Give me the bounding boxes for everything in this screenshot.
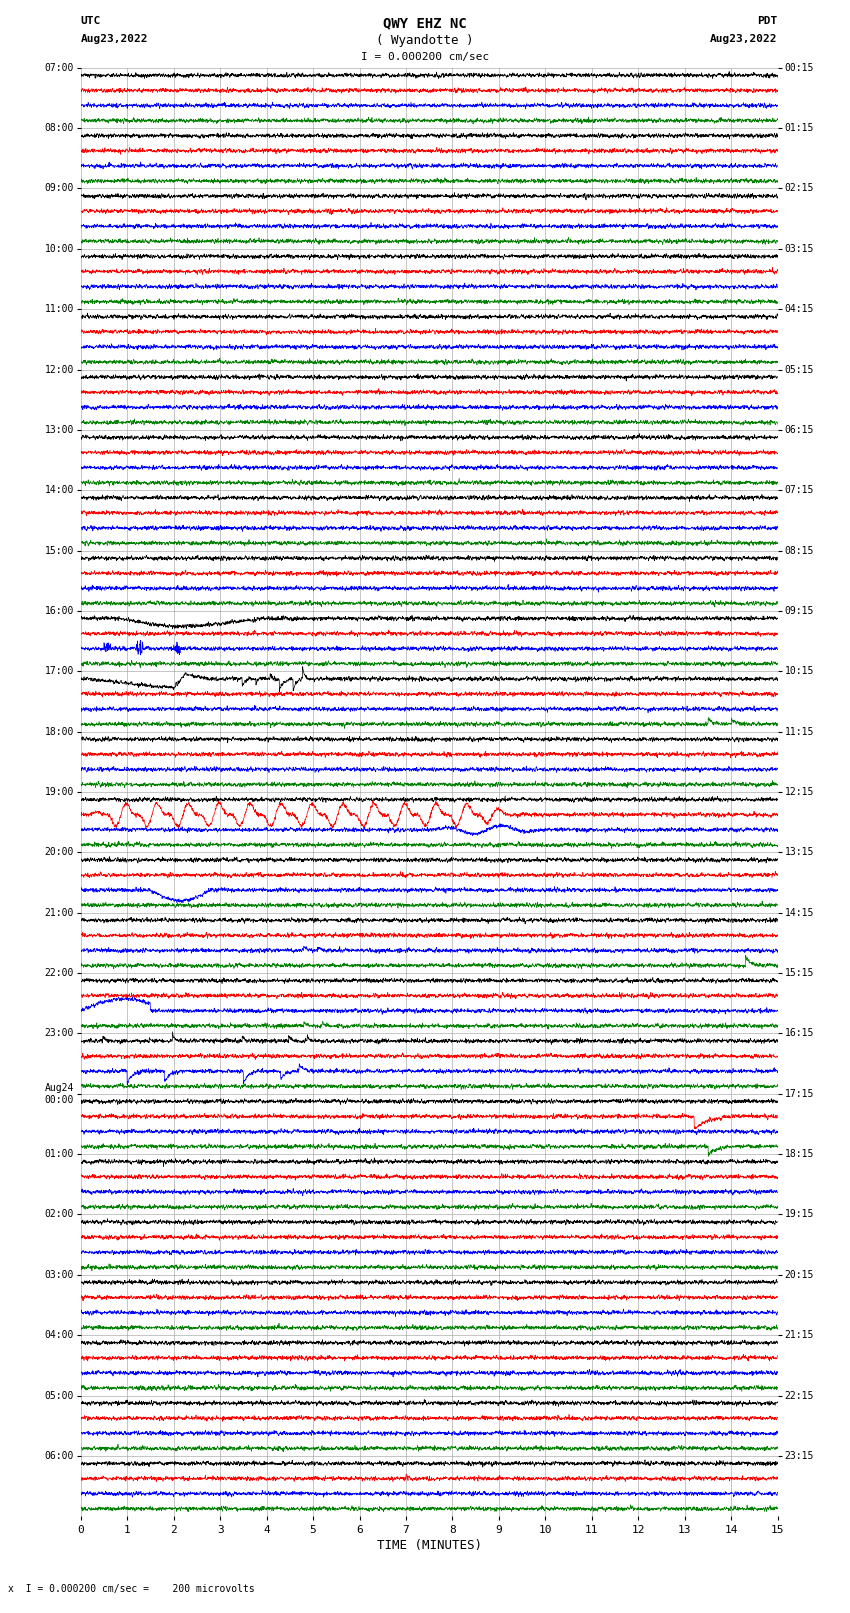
Text: Aug23,2022: Aug23,2022 <box>81 34 148 44</box>
Text: ( Wyandotte ): ( Wyandotte ) <box>377 34 473 47</box>
Text: UTC: UTC <box>81 16 101 26</box>
Text: PDT: PDT <box>757 16 778 26</box>
X-axis label: TIME (MINUTES): TIME (MINUTES) <box>377 1539 482 1552</box>
Text: QWY EHZ NC: QWY EHZ NC <box>383 16 467 31</box>
Text: x  I = 0.000200 cm/sec =    200 microvolts: x I = 0.000200 cm/sec = 200 microvolts <box>8 1584 255 1594</box>
Text: I = 0.000200 cm/sec: I = 0.000200 cm/sec <box>361 52 489 61</box>
Text: Aug23,2022: Aug23,2022 <box>711 34 778 44</box>
